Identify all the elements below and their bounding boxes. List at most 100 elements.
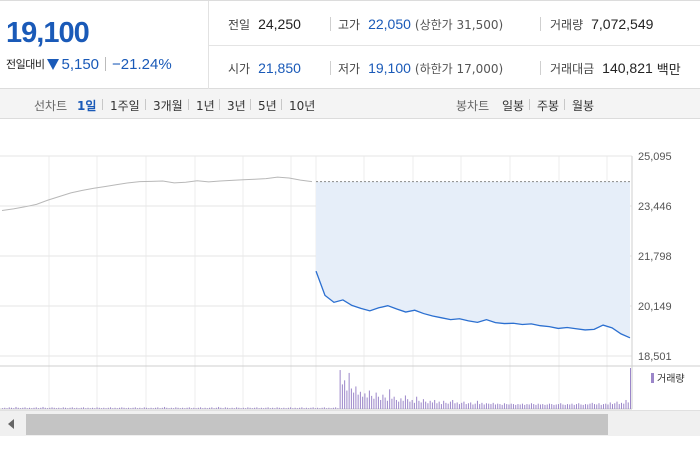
- volume-bar: [60, 408, 62, 409]
- volume-bar: [422, 399, 424, 409]
- stat-amount: 거래대금 140,821 백만: [550, 58, 681, 78]
- volume-bar: [218, 406, 220, 409]
- volume-bar: [348, 372, 350, 409]
- volume-bar: [38, 408, 40, 409]
- chart-toolbar: 선차트 1일 1주일 3개월 1년 3년 5년 10년 봉차트 일봉 주봉 월봉: [0, 89, 700, 119]
- volume-bar: [74, 408, 76, 409]
- volume-bar: [292, 408, 294, 409]
- stat-divider: [540, 61, 541, 75]
- volume-bar: [206, 408, 208, 409]
- volume-bar: [326, 408, 328, 409]
- volume-bar: [512, 404, 514, 409]
- volume-bar: [533, 404, 535, 409]
- volume-bar: [62, 407, 64, 409]
- volume-bar: [195, 408, 197, 409]
- volume-bar: [350, 388, 352, 409]
- volume-bar: [425, 401, 427, 409]
- toolbar-separator: [529, 99, 530, 110]
- volume-bar: [438, 401, 440, 409]
- volume-bar: [31, 408, 33, 409]
- volume-bar: [485, 403, 487, 409]
- change-rate: −21.24%: [112, 55, 172, 73]
- volume-bar: [458, 404, 460, 409]
- volume-bar: [173, 408, 175, 409]
- volume-bar: [362, 396, 364, 409]
- volume-bar: [521, 403, 523, 409]
- change-amount: 5,150: [61, 55, 100, 73]
- candle-chart-label: 봉차트: [456, 99, 490, 113]
- period-3m-button[interactable]: 3개월: [153, 99, 183, 113]
- volume-bar: [526, 404, 528, 409]
- period-1d-button[interactable]: 1일: [77, 99, 97, 113]
- low-value: 19,100: [368, 60, 411, 76]
- volume-label: 거래량: [550, 17, 584, 32]
- scroll-left-icon[interactable]: [3, 417, 21, 431]
- candle-weekly-button[interactable]: 주봉: [537, 99, 560, 113]
- volume-bar: [391, 398, 393, 409]
- volume-bar: [220, 407, 222, 409]
- volume-bar: [346, 390, 348, 409]
- volume-bar: [382, 394, 384, 409]
- volume-bar: [368, 390, 370, 409]
- volume-bar: [274, 408, 276, 409]
- volume-bar: [94, 408, 96, 409]
- volume-bar: [305, 407, 307, 409]
- volume-bar: [544, 404, 546, 409]
- period-1y-button[interactable]: 1년: [196, 99, 215, 113]
- volume-bar: [474, 403, 476, 409]
- volume-bar: [278, 407, 280, 409]
- volume-bar: [105, 408, 107, 409]
- volume-bar: [398, 401, 400, 409]
- stat-open: 시가 21,850: [228, 58, 301, 78]
- volume-bar: [364, 393, 366, 409]
- volume-bar: [47, 408, 49, 409]
- toolbar-separator: [219, 99, 220, 110]
- volume-bar: [6, 408, 8, 409]
- scroll-thumb[interactable]: [26, 414, 608, 435]
- period-1w-button[interactable]: 1주일: [110, 99, 140, 113]
- volume-bar: [281, 408, 283, 409]
- volume-bar: [598, 403, 600, 409]
- volume-bar: [143, 407, 145, 409]
- volume-bar: [463, 401, 465, 409]
- volume-bar: [224, 407, 226, 409]
- volume-bar: [506, 404, 508, 409]
- volume-bar: [11, 407, 13, 409]
- volume-bar: [134, 407, 136, 409]
- volume-bar: [310, 407, 312, 409]
- volume-bar: [377, 396, 379, 409]
- volume-bar: [472, 404, 474, 409]
- y-tick-label: 20,149: [638, 301, 672, 313]
- volume-bar: [499, 404, 501, 409]
- volume-bar: [413, 402, 415, 409]
- volume-bar: [69, 407, 71, 409]
- volume-bar: [539, 404, 541, 409]
- volume-bar: [148, 408, 150, 409]
- volume-bar: [65, 407, 67, 409]
- volume-bar: [15, 406, 17, 409]
- volume-bar: [483, 404, 485, 409]
- volume-bar: [317, 407, 319, 409]
- period-5y-button[interactable]: 5년: [258, 99, 277, 113]
- volume-bar: [371, 395, 373, 409]
- volume-bar: [476, 400, 478, 409]
- volume-bar: [445, 402, 447, 409]
- chart-scrollbar[interactable]: [0, 410, 700, 436]
- price-chart[interactable]: 25,095 23,446 21,798 20,149 18,501 거래량: [0, 120, 700, 450]
- volume-bar: [182, 407, 184, 409]
- price-area: [1, 176, 631, 339]
- volume-bar: [416, 396, 418, 409]
- period-3y-button[interactable]: 3년: [227, 99, 246, 113]
- candle-monthly-button[interactable]: 월봉: [572, 99, 595, 113]
- volume-bar: [137, 408, 139, 409]
- stat-prev-close: 전일 24,250: [228, 14, 301, 34]
- volume-bar: [384, 397, 386, 409]
- candle-daily-button[interactable]: 일봉: [502, 99, 525, 113]
- volume-bar: [353, 392, 355, 409]
- volume-bar: [121, 407, 123, 409]
- quote-panel: 19,100 전일대비 5,150 −21.24% 전일 24,250 고가 2…: [0, 0, 700, 89]
- volume-bar: [623, 403, 625, 409]
- period-10y-button[interactable]: 10년: [289, 99, 316, 113]
- volume-bar: [110, 407, 112, 409]
- volume-bar: [265, 407, 267, 409]
